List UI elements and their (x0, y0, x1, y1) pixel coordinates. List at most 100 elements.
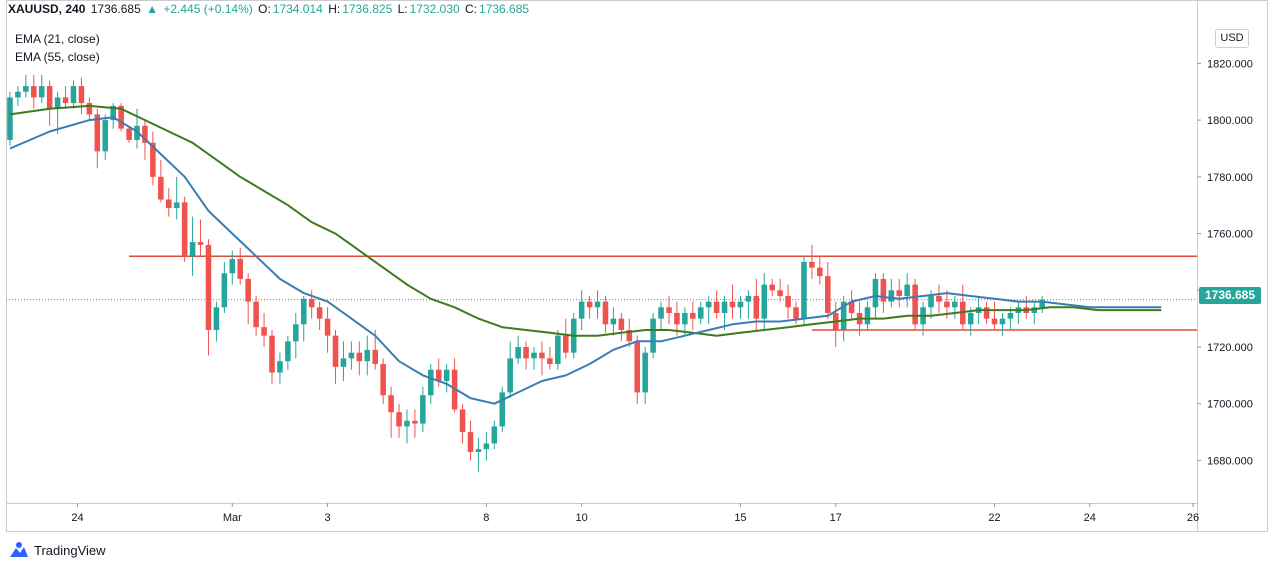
candle-body (1039, 299, 1045, 308)
candle-body (118, 105, 124, 129)
x-tick-label: 15 (734, 512, 746, 524)
candle-body (253, 301, 259, 328)
x-tick-label: 26 (1187, 512, 1199, 524)
candle-body (507, 358, 513, 393)
candle-body (443, 369, 450, 382)
candle-body (650, 318, 656, 353)
candle-body (840, 301, 847, 330)
candle-body (467, 432, 474, 452)
candle-body (777, 290, 783, 296)
close-label: C: (465, 2, 478, 16)
candle-body (316, 307, 323, 319)
candle-body (785, 295, 791, 308)
candle-body (880, 278, 887, 302)
chart-canvas[interactable]: 1680.0001700.0001720.0001740.0001760.000… (0, 0, 1274, 532)
candle-body (721, 301, 728, 313)
candle-body (610, 318, 617, 325)
low-value: 1732.030 (409, 2, 460, 16)
symbol-label[interactable]: XAUUSD, 240 (8, 2, 86, 16)
candle-body (332, 335, 339, 367)
candle-body (547, 358, 553, 365)
candle-body (745, 295, 752, 302)
candle-body (459, 409, 466, 433)
candle-body (515, 347, 521, 359)
candle-body (213, 307, 220, 330)
candle-body (586, 301, 593, 308)
candle-body (285, 341, 291, 362)
candle-body (690, 312, 696, 319)
candle-body (753, 295, 760, 319)
candle-body (46, 86, 53, 109)
candle-body (578, 301, 585, 319)
candle-body (173, 202, 180, 209)
candle-body (761, 284, 768, 319)
candle-body (729, 301, 736, 308)
y-tick-label: 1700.000 (1207, 399, 1253, 411)
candle-body (793, 307, 799, 319)
candle-body (388, 395, 394, 413)
candle-body (31, 86, 37, 98)
low-label: L: (397, 2, 408, 16)
candle-body (261, 327, 267, 336)
high-label: H: (328, 2, 341, 16)
indicator-ema55-label[interactable]: EMA (55, close) (15, 50, 100, 64)
candle-body (412, 420, 418, 424)
brand-label[interactable]: TradingView (34, 542, 106, 558)
candle-body (356, 352, 363, 362)
high-value: 1736.825 (342, 2, 393, 16)
tradingview-logo-icon[interactable] (8, 541, 30, 559)
close-value: 1736.685 (479, 2, 530, 16)
candle-body (531, 352, 537, 359)
candle-body (705, 301, 712, 308)
x-tick-label: 17 (830, 512, 842, 524)
candle-body (491, 426, 498, 444)
candle-body (404, 420, 410, 427)
candle-body (682, 312, 688, 325)
candle-body (237, 259, 244, 279)
y-tick-label: 1720.000 (1207, 342, 1253, 354)
candle-body (825, 276, 831, 313)
candle-body (499, 392, 506, 427)
candle-body (674, 312, 680, 325)
price-axis[interactable] (1197, 0, 1268, 532)
candle-body (737, 301, 744, 308)
candle-body (809, 261, 815, 268)
candle-body (928, 295, 934, 308)
x-tick-label: 10 (576, 512, 588, 524)
candle-body (181, 202, 188, 257)
candle-body (642, 352, 648, 393)
time-axis[interactable] (6, 503, 1197, 532)
candle-body (396, 412, 402, 427)
y-tick-label: 1760.000 (1207, 229, 1253, 241)
currency-badge[interactable]: USD (1215, 29, 1249, 48)
candle-body (324, 318, 331, 336)
candle-body (602, 301, 609, 325)
y-tick-label: 1680.000 (1207, 455, 1253, 467)
candle-body (420, 395, 426, 424)
candle-body (872, 278, 879, 308)
candle-body (142, 125, 148, 143)
candle-body (78, 86, 85, 104)
candle-body (666, 307, 672, 313)
candle-body (126, 128, 132, 140)
candle-body (896, 290, 903, 296)
candle-body (86, 103, 93, 115)
change-arrow-icon: ▲ (146, 2, 159, 16)
candle-body (904, 284, 910, 296)
x-tick-label: 22 (988, 512, 1000, 524)
candle-body (594, 301, 601, 308)
candle-body (189, 242, 196, 257)
open-label: O: (258, 2, 271, 16)
candle-body (102, 120, 109, 152)
candle-body (523, 347, 529, 359)
ema55-line (9, 104, 1162, 337)
y-tick-label: 1780.000 (1207, 172, 1253, 184)
candle-body (999, 318, 1006, 325)
indicator-ema21-label[interactable]: EMA (21, close) (15, 32, 100, 46)
candle-body (245, 278, 251, 302)
candle-body (110, 105, 116, 121)
candle-body (936, 295, 942, 302)
candle-body (944, 301, 950, 308)
candle-body (229, 259, 236, 274)
candle-body (697, 307, 704, 319)
